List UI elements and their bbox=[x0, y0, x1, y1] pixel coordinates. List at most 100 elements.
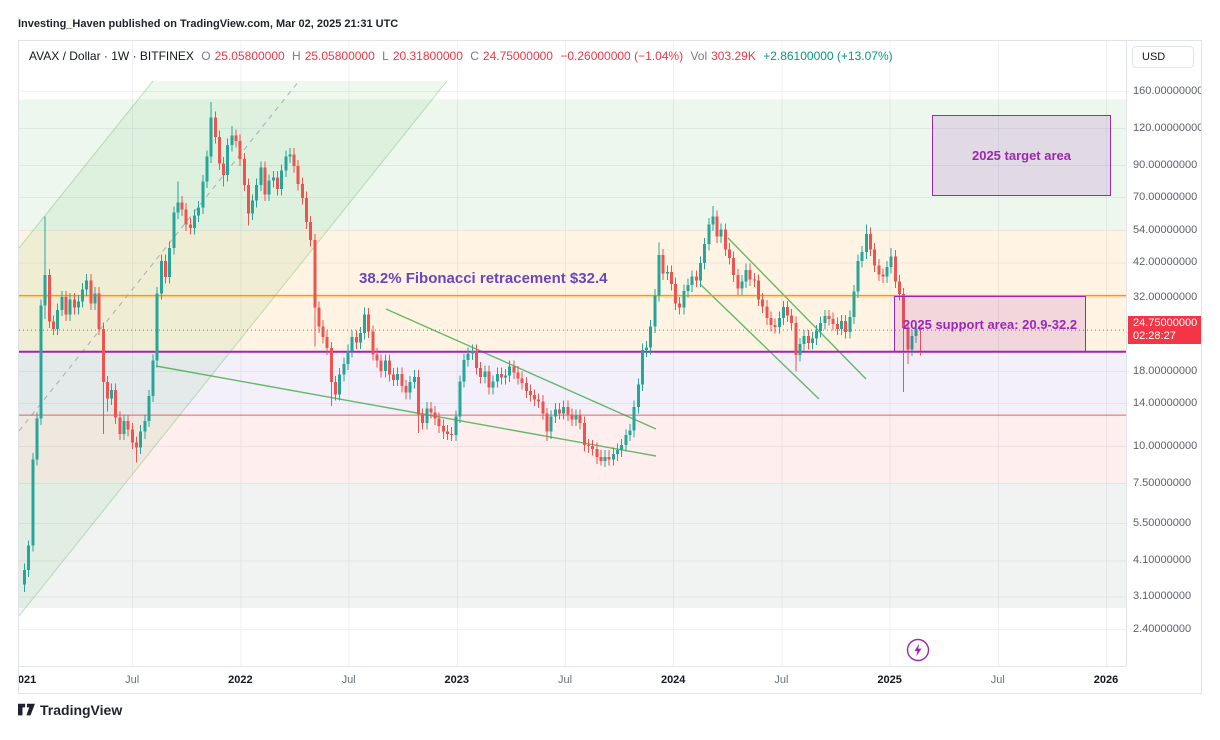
candle-body bbox=[761, 299, 765, 307]
close-label: C bbox=[470, 49, 479, 63]
candle-body bbox=[193, 215, 197, 228]
candle-body bbox=[856, 260, 860, 292]
candle-body bbox=[752, 279, 756, 281]
high-value: 25.05800000 bbox=[304, 49, 375, 63]
candle-body bbox=[159, 260, 163, 294]
candle-body bbox=[85, 280, 89, 290]
lightning-icon[interactable] bbox=[905, 637, 931, 663]
chart-panel: AVAX / Dollar · 1W · BITFINEX O 25.058000… bbox=[18, 40, 1202, 694]
candle-body bbox=[450, 434, 454, 436]
candle-body bbox=[350, 336, 354, 352]
low-value: 20.31800000 bbox=[392, 49, 463, 63]
close-value: 24.75000000 bbox=[482, 49, 553, 63]
fibonacci-annotation[interactable]: 38.2% Fibonacci retracement $32.4 bbox=[359, 269, 608, 287]
candle-body bbox=[815, 330, 819, 339]
candle-body bbox=[748, 269, 752, 280]
support-area-label: 2025 support area: 20.9-32.2 bbox=[902, 316, 1078, 332]
candle-body bbox=[213, 117, 217, 137]
candle-body bbox=[918, 328, 922, 331]
candle-body bbox=[711, 216, 715, 225]
time-axis-label[interactable]: Jul bbox=[774, 674, 789, 686]
candle-body bbox=[603, 456, 607, 462]
candle-body bbox=[694, 276, 698, 281]
candle-body bbox=[557, 409, 561, 414]
zone-lavender bbox=[19, 351, 1126, 416]
time-axis-label[interactable]: Jul bbox=[990, 674, 1005, 686]
trend-channel-fill bbox=[19, 81, 447, 616]
support-area-box[interactable]: 2025 support area: 20.9-32.2 bbox=[894, 296, 1086, 352]
candle-body bbox=[645, 347, 649, 350]
time-axis-label[interactable]: 2022 bbox=[228, 674, 253, 686]
tradingview-logo[interactable]: TradingView bbox=[18, 702, 122, 718]
candle-body bbox=[566, 406, 570, 415]
candle-body bbox=[155, 293, 159, 361]
target-area-label: 2025 target area bbox=[971, 147, 1071, 163]
candle-body bbox=[110, 390, 114, 399]
candle-body bbox=[68, 299, 72, 315]
candle-body bbox=[831, 319, 835, 324]
candle-body bbox=[421, 414, 425, 423]
price-axis-label: 42.00000000 bbox=[1133, 256, 1198, 269]
candle-body bbox=[280, 170, 284, 189]
candle-body bbox=[674, 283, 678, 304]
open-label: O bbox=[201, 49, 211, 63]
candle-body bbox=[205, 156, 209, 182]
price-axis-label: 3.10000000 bbox=[1133, 590, 1192, 603]
candle-body bbox=[868, 233, 872, 250]
candle-body bbox=[616, 450, 620, 455]
candle-body bbox=[114, 390, 118, 418]
time-axis-label[interactable]: 2025 bbox=[877, 674, 902, 686]
candle-body bbox=[197, 207, 201, 216]
candle-body bbox=[541, 401, 545, 414]
tradingview-logo-icon bbox=[18, 703, 35, 716]
candle-body bbox=[105, 382, 109, 399]
symbol-legend[interactable]: AVAX / Dollar · 1W · BITFINEX O 25.058000… bbox=[29, 49, 897, 63]
time-axis-label[interactable]: Jul bbox=[557, 674, 573, 686]
time-axis-label[interactable]: 2026 bbox=[1093, 674, 1119, 686]
candle-body bbox=[56, 309, 60, 329]
candle-body bbox=[93, 293, 97, 304]
candle-body bbox=[379, 360, 383, 371]
candle-body bbox=[234, 135, 238, 141]
candle-body bbox=[620, 444, 624, 451]
price-chart-canvas[interactable] bbox=[19, 41, 1126, 666]
candle-body bbox=[242, 159, 246, 185]
candle-body bbox=[408, 382, 412, 393]
candle-body bbox=[329, 348, 333, 383]
price-axis[interactable]: USD 160.00000000 120.00000000 90.00000000 7… bbox=[1126, 41, 1201, 666]
candle-body bbox=[657, 254, 661, 296]
candle-body bbox=[682, 290, 686, 308]
candle-body bbox=[89, 280, 93, 304]
candle-body bbox=[483, 371, 487, 377]
candle-body bbox=[23, 570, 26, 585]
time-axis[interactable]: 2021 Jul 2022 Jul 2023 Jul 2024 Jul 2025 Jul 2026 bbox=[18, 666, 1126, 693]
target-area-box[interactable]: 2025 target area bbox=[932, 114, 1111, 197]
candle-body bbox=[520, 378, 524, 383]
candle-body bbox=[72, 299, 76, 308]
candle-body bbox=[703, 243, 707, 264]
symbol-title[interactable]: AVAX / Dollar · 1W · BITFINEX bbox=[29, 49, 194, 63]
volume-label: Vol bbox=[690, 49, 708, 63]
candle-body bbox=[537, 399, 541, 402]
candle-body bbox=[313, 240, 317, 308]
candle-body bbox=[877, 265, 881, 275]
time-axis-label[interactable]: 2024 bbox=[660, 674, 686, 686]
candle-body bbox=[640, 349, 644, 385]
candle-body bbox=[338, 374, 342, 395]
currency-button[interactable]: USD bbox=[1132, 46, 1194, 68]
candle-body bbox=[806, 336, 810, 343]
candle-body bbox=[881, 274, 885, 277]
time-axis-label[interactable]: Jul bbox=[125, 674, 140, 686]
candle-body bbox=[819, 322, 823, 331]
candle-body bbox=[64, 297, 68, 315]
candle-body bbox=[777, 318, 781, 327]
time-axis-label[interactable]: Jul bbox=[341, 674, 356, 686]
time-axis-label[interactable]: 2021 bbox=[18, 674, 37, 686]
candle-body bbox=[462, 360, 466, 382]
candle-body bbox=[309, 222, 313, 241]
candle-body bbox=[906, 327, 910, 350]
candle-body bbox=[624, 435, 628, 445]
time-axis-label[interactable]: 2023 bbox=[444, 674, 470, 686]
candle-body bbox=[209, 117, 213, 157]
trend-channel-edge bbox=[19, 80, 448, 617]
